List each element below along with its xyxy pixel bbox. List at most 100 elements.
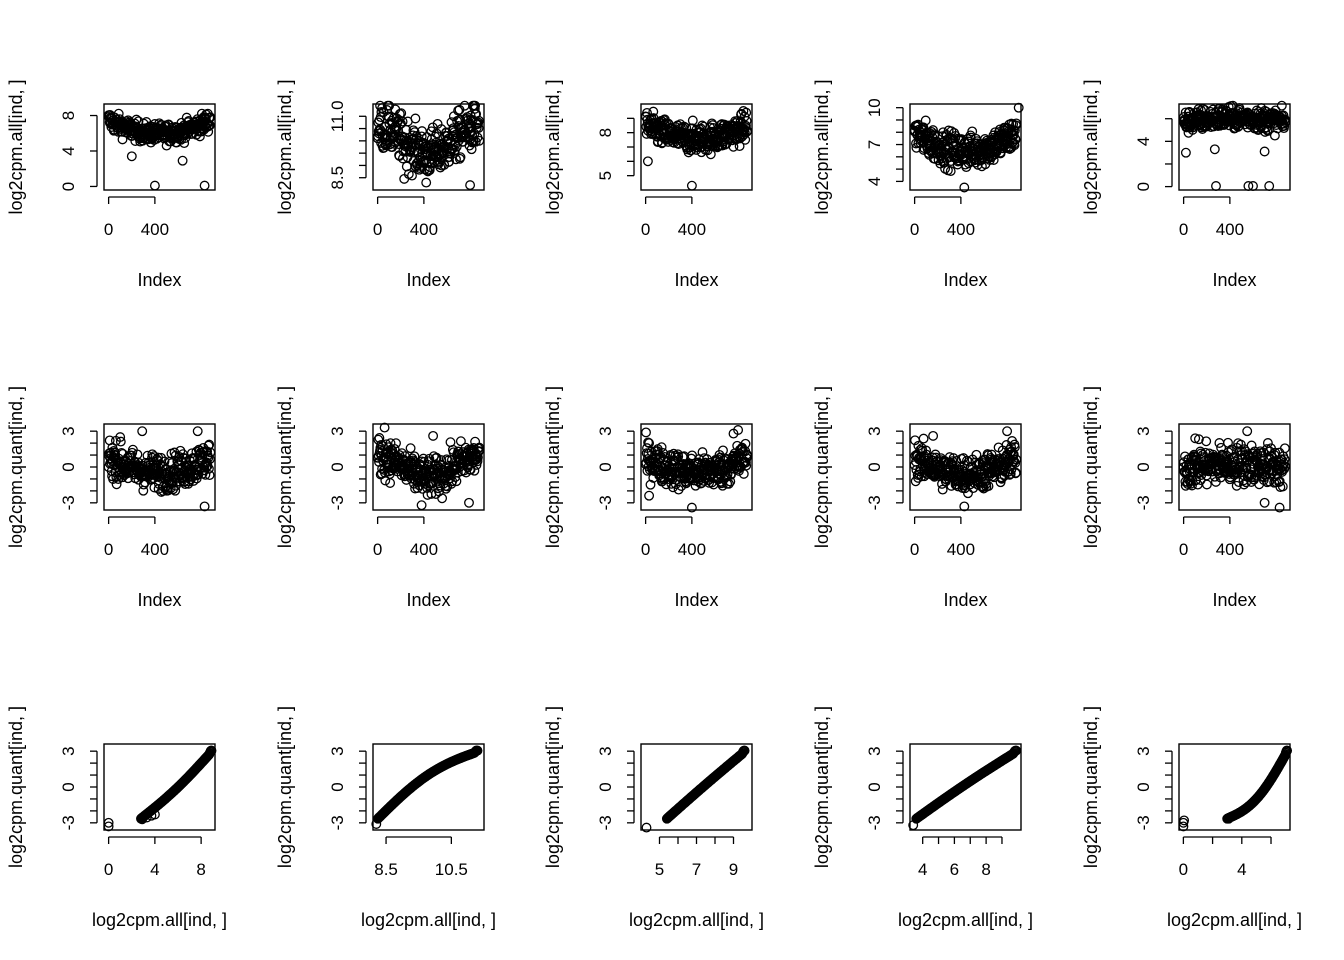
data-point	[163, 119, 174, 130]
x-tick-label: 4	[150, 860, 159, 879]
y-axis-title: log2cpm.all[ind, ]	[6, 79, 26, 214]
y-axis: -3 0 3	[328, 746, 367, 830]
data-point	[159, 461, 170, 472]
data-point	[1201, 479, 1212, 490]
data-point	[1277, 481, 1288, 492]
x-axis: 0 400	[373, 196, 438, 239]
data-point	[983, 481, 994, 492]
panel-r1c2: 0 400 8.5 11.0 Index log2cpm.all[ind, ]	[275, 79, 485, 290]
y-tick-label: 0	[328, 782, 347, 791]
y-axis: -3 0 3	[596, 746, 635, 830]
x-axis-title: log2cpm.all[ind, ]	[92, 910, 227, 930]
y-axis: 4 7 10	[865, 98, 904, 186]
x-axis-title: Index	[674, 270, 718, 290]
y-tick-label: -3	[1134, 815, 1153, 830]
y-tick-label: -3	[59, 495, 78, 510]
data-point	[1200, 447, 1211, 458]
y-axis-title: log2cpm.quant[ind, ]	[543, 706, 563, 868]
data-point	[203, 126, 214, 137]
data-point	[111, 479, 122, 490]
panel-r2c1: 0 400 -3 0 3 Index log2cpm.quant[ind, ]	[6, 386, 216, 610]
data-point	[921, 445, 932, 456]
y-tick-label: 3	[1134, 426, 1153, 435]
panel-r1c4: 0 400 4 7 10 Index log2cpm.all[ind, ]	[812, 79, 1024, 290]
data-point	[1004, 469, 1015, 480]
data-point	[411, 131, 422, 141]
panel-r1c1: 0 400 0 4 8 Index log2cpm.all[ind, ]	[6, 79, 216, 290]
panel-r2c4: 0 400 -3 0 3 Index log2cpm.quant[ind, ]	[812, 386, 1022, 610]
plot-box	[1178, 423, 1291, 511]
data-point	[469, 747, 480, 758]
data-point	[203, 463, 214, 474]
x-tick-label: 4	[1237, 860, 1246, 879]
data-point	[472, 745, 483, 756]
data-point	[465, 180, 476, 191]
data-point	[1279, 454, 1290, 465]
plot-box	[640, 743, 753, 831]
y-tick-label: 3	[865, 426, 884, 435]
data-point	[441, 454, 452, 465]
panel-r3c3: 5 7 9 -3 0 3 log2cpm.all[ind, ] log2cpm.quant[i…	[543, 706, 764, 930]
data-point	[115, 436, 126, 447]
data-point	[149, 180, 160, 191]
data-point	[126, 151, 137, 162]
y-tick-label: 3	[59, 746, 78, 755]
data-point	[179, 138, 190, 149]
y-axis-title: log2cpm.quant[ind, ]	[1081, 386, 1101, 548]
y-tick-label: -3	[596, 815, 615, 830]
data-point	[741, 115, 752, 126]
y-axis-title: log2cpm.all[ind, ]	[275, 79, 295, 214]
data-point	[399, 173, 410, 184]
data-point	[203, 453, 214, 464]
plot-box	[909, 743, 1022, 831]
data-point	[1214, 438, 1225, 448]
x-tick-label: 0	[104, 860, 113, 879]
data-point	[385, 478, 396, 488]
y-axis: -3 0 3	[865, 426, 904, 510]
x-tick-label: 8.5	[374, 860, 398, 879]
data-point	[686, 180, 697, 191]
plot-box	[909, 423, 1022, 511]
x-tick-label: 400	[1216, 540, 1244, 559]
y-tick-label: 0	[59, 782, 78, 791]
x-axis-title: Index	[137, 270, 181, 290]
x-axis-title: log2cpm.all[ind, ]	[1167, 910, 1302, 930]
data-point	[137, 814, 148, 825]
y-axis-title: log2cpm.all[ind, ]	[812, 79, 832, 214]
data-point	[697, 447, 708, 458]
data-point	[199, 180, 210, 191]
data-point	[149, 809, 160, 820]
data-point	[725, 476, 736, 487]
data-point	[204, 439, 215, 450]
data-point	[1201, 436, 1212, 447]
data-point	[1179, 815, 1190, 826]
data-point	[1009, 140, 1020, 151]
data-point	[472, 456, 483, 467]
x-tick-label: 0	[910, 540, 919, 559]
y-tick-label: 0	[1134, 182, 1153, 191]
data-point	[1005, 468, 1016, 479]
data-point	[648, 106, 659, 117]
x-axis-title: Index	[406, 590, 450, 610]
data-point	[916, 471, 927, 482]
data-point	[945, 166, 956, 177]
data-point	[645, 479, 656, 490]
data-point	[1274, 502, 1285, 513]
data-point	[1211, 181, 1221, 191]
data-point	[395, 118, 406, 129]
data-point	[1209, 144, 1220, 155]
y-tick-label: 0	[59, 182, 78, 191]
y-axis-title: log2cpm.quant[ind, ]	[6, 386, 26, 548]
y-axis-title: log2cpm.quant[ind, ]	[275, 706, 295, 868]
x-tick-label: 400	[1216, 220, 1244, 239]
data-point	[1233, 477, 1244, 488]
data-point	[740, 457, 751, 468]
data-point	[670, 479, 681, 490]
data-point	[1259, 146, 1270, 157]
y-tick-label: 0	[328, 462, 347, 471]
y-axis-title: log2cpm.quant[ind, ]	[1081, 706, 1101, 868]
data-point	[728, 428, 739, 439]
data-point	[192, 426, 203, 437]
data-point	[466, 144, 477, 155]
